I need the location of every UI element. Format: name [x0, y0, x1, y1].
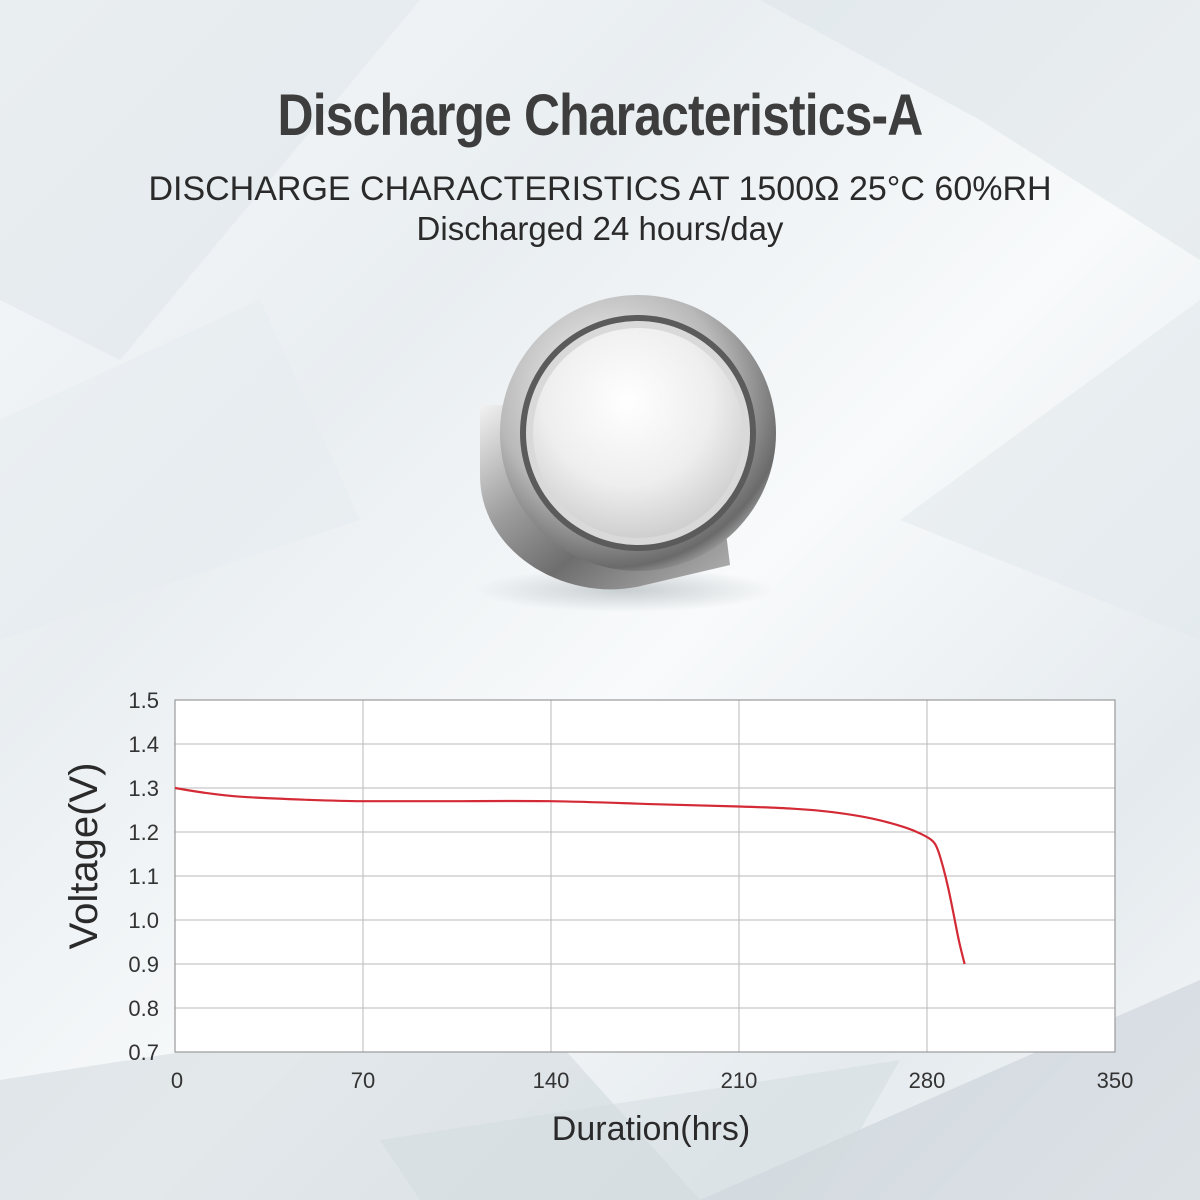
- discharge-curve: [174, 786, 966, 965]
- x-axis-label: Duration(hrs): [552, 1110, 750, 1148]
- x-tick-labels: 0 70 140 210 280 350: [171, 1068, 1133, 1093]
- x-tick-label: 350: [1097, 1068, 1134, 1093]
- y-tick-labels: 1.5 1.4 1.3 1.2 1.1 1.0 0.9 0.8 0.7: [128, 688, 159, 1065]
- page-title: Discharge Characteristics-A: [277, 83, 924, 148]
- y-tick-label: 1.2: [128, 820, 159, 845]
- y-tick-label: 1.3: [128, 776, 159, 801]
- y-tick-label: 1.1: [128, 864, 159, 889]
- page-subtitle-conditions: DISCHARGE CHARACTERISTICS AT 1500Ω 25°C …: [148, 170, 1052, 208]
- y-tick-label: 0.9: [128, 952, 159, 977]
- y-tick-label: 0.7: [128, 1040, 159, 1065]
- x-tick-label: 70: [351, 1068, 375, 1093]
- y-tick-label: 1.5: [128, 688, 159, 713]
- plot-frame: [174, 699, 1116, 1053]
- y-tick-label: 1.0: [128, 908, 159, 933]
- page-subtitle-duty: Discharged 24 hours/day: [416, 210, 784, 247]
- x-tick-label: 280: [909, 1068, 946, 1093]
- x-tick-label: 0: [171, 1068, 183, 1093]
- x-tick-label: 210: [721, 1068, 758, 1093]
- y-axis-label: Voltage(V): [62, 763, 106, 950]
- y-tick-label: 0.8: [128, 996, 159, 1021]
- x-tick-label: 140: [533, 1068, 570, 1093]
- coin-cell-battery-icon: [475, 295, 776, 612]
- y-tick-label: 1.4: [128, 732, 159, 757]
